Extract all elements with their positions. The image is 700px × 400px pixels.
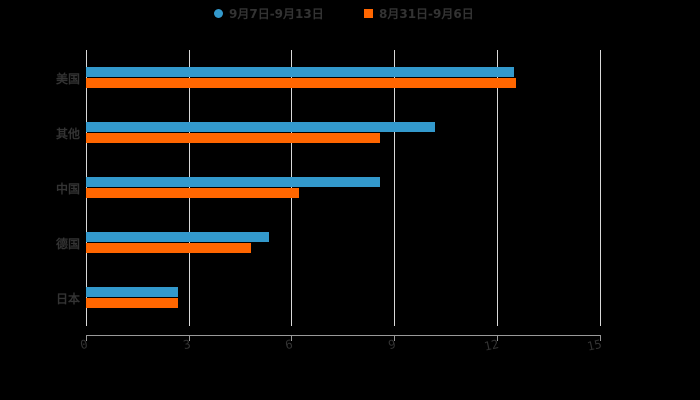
square-marker-icon <box>364 8 373 18</box>
bar-previous-week[interactable] <box>86 298 178 308</box>
x-tick-label: 9 <box>386 337 397 353</box>
x-tick-label: 3 <box>181 337 192 353</box>
bar-current-week[interactable] <box>86 232 269 242</box>
legend-label: 8月31日-9月6日 <box>379 6 474 21</box>
gridline <box>394 50 395 326</box>
x-axis-tick <box>86 335 87 341</box>
bar-current-week[interactable] <box>86 122 435 132</box>
bar-previous-week[interactable] <box>86 243 251 253</box>
legend-label: 9月7日-9月13日 <box>229 6 324 21</box>
x-tick-label: 15 <box>585 337 603 354</box>
bar-previous-week[interactable] <box>86 188 299 198</box>
circle-marker-icon <box>214 8 223 18</box>
bar-current-week[interactable] <box>86 177 380 187</box>
x-axis-line <box>86 335 601 336</box>
category-label-china: 中国 <box>55 182 80 196</box>
x-axis-tick <box>600 335 601 341</box>
legend-item-series-2[interactable]: 8月31日-9月6日 <box>364 4 474 22</box>
x-axis-tick <box>291 335 292 341</box>
x-axis-tick <box>189 335 190 341</box>
bar-current-week[interactable] <box>86 67 514 77</box>
category-label-japan: 日本 <box>55 292 80 306</box>
bar-current-week[interactable] <box>86 287 178 297</box>
x-axis-tick <box>497 335 498 341</box>
x-tick-label: 12 <box>482 337 500 354</box>
bar-previous-week[interactable] <box>86 133 380 143</box>
gridline <box>497 50 498 326</box>
x-tick-label: 0 <box>78 337 89 353</box>
bar-previous-week[interactable] <box>86 78 516 88</box>
category-label-other: 其他 <box>55 127 80 141</box>
category-label-usa: 美国 <box>55 72 80 86</box>
chart-legend: 9月7日-9月13日 8月31日-9月6日 <box>0 4 700 22</box>
x-axis-tick <box>394 335 395 341</box>
x-tick-label: 6 <box>283 337 294 353</box>
legend-item-series-1[interactable]: 9月7日-9月13日 <box>214 4 324 22</box>
gridline <box>600 50 601 326</box>
category-label-germany: 德国 <box>55 237 80 251</box>
